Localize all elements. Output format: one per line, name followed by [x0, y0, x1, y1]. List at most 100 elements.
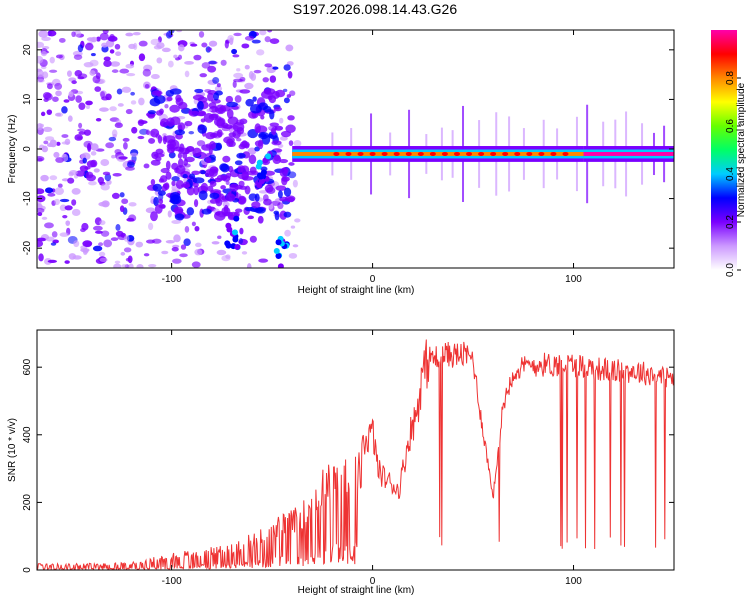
- heatmap-blob: [182, 174, 188, 179]
- heatmap-blob: [244, 35, 255, 41]
- heatmap-blob: [151, 238, 162, 244]
- heatmap-blob: [81, 152, 91, 161]
- heatmap-blob: [75, 95, 82, 103]
- heatmap-blob: [275, 185, 287, 191]
- heatmap-blob: [195, 242, 202, 248]
- heatmap-blob: [54, 82, 63, 90]
- heatmap-blob: [167, 60, 174, 68]
- heatmap-blob: [125, 109, 133, 115]
- heatmap-blob: [217, 235, 222, 240]
- heatmap-blob: [119, 192, 125, 198]
- heatmap-blob: [174, 129, 186, 136]
- heatmap-blob: [40, 50, 48, 57]
- heatmap-blob: [254, 123, 261, 134]
- heatmap-y-tick-label: -20: [22, 241, 33, 256]
- heatmap-hotspot: [526, 151, 533, 156]
- heatmap-blob: [180, 244, 187, 250]
- heatmap-blob: [44, 187, 54, 194]
- snr-series-line: [37, 339, 674, 570]
- heatmap-blob: [150, 211, 158, 222]
- heatmap-blob: [287, 71, 293, 79]
- heatmap-blob: [191, 261, 201, 268]
- heatmap-blob: [171, 176, 180, 182]
- heatmap-blob: [59, 232, 69, 237]
- heatmap-blob: [114, 122, 123, 129]
- heatmap-blob: [117, 103, 124, 107]
- heatmap-blob: [197, 124, 208, 134]
- heatmap-blob: [126, 217, 135, 222]
- heatmap-blob: [283, 97, 290, 104]
- heatmap-blob: [103, 239, 113, 248]
- heatmap-band-core: [292, 151, 584, 156]
- heatmap-blob: [155, 110, 164, 116]
- heatmap-blob: [78, 131, 86, 135]
- heatmap-blob: [143, 163, 150, 169]
- heatmap-blob: [290, 225, 296, 229]
- heatmap-blob: [52, 96, 59, 102]
- heatmap-blob: [190, 43, 198, 47]
- heatmap-blob: [41, 36, 51, 42]
- heatmap-blob: [186, 207, 195, 216]
- heatmap-blob: [67, 70, 72, 77]
- heatmap-blob: [288, 162, 295, 166]
- heatmap-hotspot: [393, 151, 400, 156]
- heatmap-blob: [142, 68, 152, 77]
- heatmap-blob: [236, 127, 245, 135]
- heatmap-blob: [156, 90, 162, 97]
- heatmap-blob: [208, 113, 219, 121]
- heatmap-blob: [50, 242, 57, 246]
- heatmap-blob: [287, 196, 295, 203]
- heatmap-blob: [189, 110, 200, 116]
- heatmap-blob: [284, 229, 291, 237]
- colorbar-tick-label: 0.6: [725, 119, 736, 133]
- heatmap-band-core: [583, 151, 674, 156]
- heatmap-blob: [244, 207, 255, 212]
- heatmap-blob: [165, 240, 175, 244]
- heatmap-blob: [71, 31, 76, 38]
- heatmap-blob: [37, 68, 43, 72]
- heatmap-blob: [69, 170, 78, 176]
- heatmap-blob: [233, 72, 244, 79]
- heatmap-blob: [37, 237, 47, 242]
- heatmap-marks: [37, 30, 674, 268]
- heatmap-blob: [64, 205, 73, 211]
- heatmap-y-tick-label: 10: [22, 93, 33, 105]
- heatmap-blob: [49, 56, 55, 64]
- heatmap-blob: [258, 133, 267, 138]
- heatmap-blob: [223, 204, 229, 215]
- heatmap-blob: [77, 73, 88, 79]
- heatmap-blob: [255, 163, 262, 170]
- heatmap-blob: [123, 247, 132, 253]
- heatmap-blob: [150, 74, 160, 80]
- heatmap-blob: [99, 107, 109, 112]
- heatmap-blob: [169, 88, 182, 95]
- heatmap-blob: [137, 135, 145, 140]
- heatmap-blob: [251, 201, 261, 209]
- heatmap-blob: [225, 242, 232, 249]
- heatmap-blob: [73, 30, 82, 38]
- heatmap-blob: [128, 202, 137, 207]
- heatmap-blob: [256, 49, 265, 56]
- heatmap-blob: [49, 69, 58, 73]
- heatmap-blob: [225, 254, 231, 259]
- heatmap-blob: [208, 40, 218, 47]
- heatmap-blob: [43, 140, 49, 145]
- heatmap-blob: [216, 249, 227, 256]
- heatmap-blob: [67, 115, 73, 122]
- heatmap-blob: [177, 152, 183, 159]
- line-y-tick-label: 0: [22, 567, 33, 573]
- heatmap-blob: [37, 55, 44, 64]
- heatmap-blob: [193, 54, 202, 61]
- heatmap-blob: [165, 31, 173, 39]
- heatmap-hotspot: [441, 151, 448, 156]
- heatmap-blob: [112, 172, 122, 177]
- heatmap-blob: [89, 70, 96, 76]
- heatmap-blob: [148, 137, 156, 144]
- heatmap-blob: [250, 103, 262, 114]
- heatmap-blob: [120, 251, 126, 256]
- heatmap-blob: [234, 95, 242, 103]
- heatmap-blob: [267, 30, 273, 33]
- heatmap-blob: [275, 252, 282, 259]
- heatmap-blob: [184, 120, 193, 127]
